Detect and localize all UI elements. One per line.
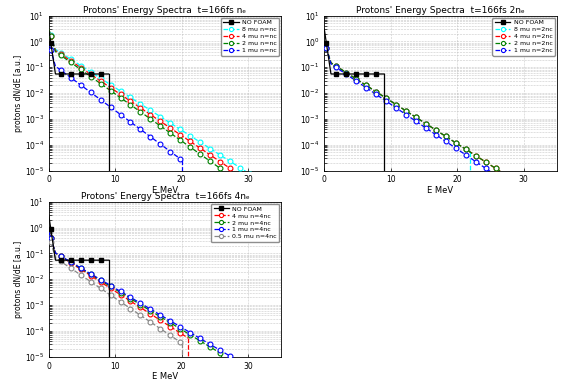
Y-axis label: protons dN/dE [a.u.]: protons dN/dE [a.u.] (14, 241, 23, 318)
Legend: NO FOAM, 8 mu n=2nc, 4 mu n=2nc, 2 mu n=2nc, 1 mu n=2nc: NO FOAM, 8 mu n=2nc, 4 mu n=2nc, 2 mu n=… (492, 18, 555, 56)
Legend: NO FOAM, 8 mu n=nc, 4 mu n=nc, 2 mu n=nc, 1 mu n=nc: NO FOAM, 8 mu n=nc, 4 mu n=nc, 2 mu n=nc… (221, 18, 280, 56)
X-axis label: E MeV: E MeV (428, 186, 453, 195)
X-axis label: E MeV: E MeV (152, 372, 178, 381)
Title: Protons' Energy Spectra  t=166fs nₑ: Protons' Energy Spectra t=166fs nₑ (83, 6, 247, 15)
X-axis label: E MeV: E MeV (152, 186, 178, 195)
Y-axis label: protons dN/dE [a.u.]: protons dN/dE [a.u.] (14, 54, 23, 132)
Title: Protons' Energy Spectra  t=166fs 4nₑ: Protons' Energy Spectra t=166fs 4nₑ (81, 192, 249, 201)
Legend: NO FOAM, 4 mu n=4nc, 2 mu n=4nc, 1 mu n=4nc, 0.5 mu n=4nc: NO FOAM, 4 mu n=4nc, 2 mu n=4nc, 1 mu n=… (211, 204, 280, 242)
Title: Protons' Energy Spectra  t=166fs 2nₑ: Protons' Energy Spectra t=166fs 2nₑ (356, 6, 525, 15)
